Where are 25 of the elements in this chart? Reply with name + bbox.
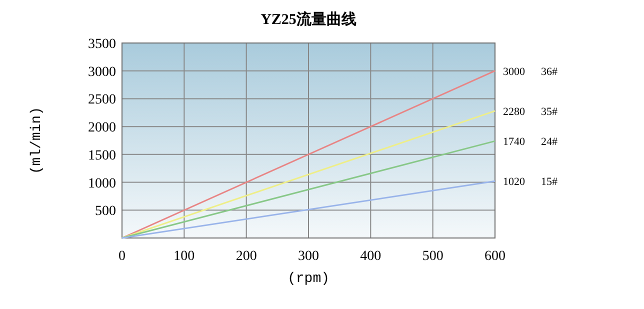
data-label: 2280 xyxy=(503,106,526,118)
y-tick-label: 1500 xyxy=(88,148,116,164)
x-tick-label: 200 xyxy=(236,249,257,264)
x-tick-label: 0 xyxy=(118,249,126,264)
x-tick-label: 300 xyxy=(298,249,319,264)
x-axis-title: (rpm) xyxy=(287,271,330,287)
x-tick-label: 400 xyxy=(360,249,382,264)
y-tick-label: 2000 xyxy=(88,120,116,136)
data-label: 1740 xyxy=(503,136,526,148)
chart-title: YZ25流量曲线 xyxy=(260,10,356,28)
text: 24# xyxy=(541,136,558,148)
y-tick-label: 3000 xyxy=(88,64,116,80)
text: 35# xyxy=(541,106,558,118)
text: 15# xyxy=(541,176,558,188)
x-tick-label: 600 xyxy=(484,249,506,264)
y-tick-label: 1000 xyxy=(88,176,116,192)
data-label: 1020 xyxy=(503,176,526,188)
y-tick-label: 500 xyxy=(95,204,116,220)
x-tick-label: 500 xyxy=(422,249,444,264)
y-tick-label: 3500 xyxy=(88,37,116,52)
text: 36# xyxy=(541,66,558,78)
y-axis-title: (ml/min) xyxy=(29,106,45,174)
y-tick-label: 2500 xyxy=(88,92,116,108)
x-tick-label: 100 xyxy=(174,249,195,264)
data-label: 3000 xyxy=(503,66,526,78)
